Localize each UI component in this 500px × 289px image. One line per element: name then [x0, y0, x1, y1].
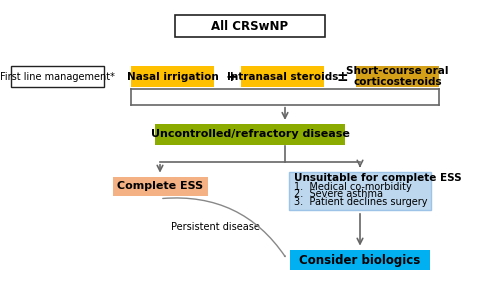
- FancyArrowPatch shape: [163, 198, 285, 257]
- FancyBboxPatch shape: [289, 172, 431, 210]
- Text: Persistent disease: Persistent disease: [170, 222, 260, 232]
- Text: Short-course oral
corticosteroids: Short-course oral corticosteroids: [346, 66, 449, 87]
- FancyBboxPatch shape: [155, 124, 345, 144]
- Text: Complete ESS: Complete ESS: [117, 181, 203, 191]
- FancyBboxPatch shape: [131, 66, 214, 87]
- Text: ±: ±: [336, 70, 348, 84]
- Text: First line management*: First line management*: [0, 72, 115, 81]
- Text: Uncontrolled/refractory disease: Uncontrolled/refractory disease: [150, 129, 350, 139]
- Text: 3.  Patient declines surgery: 3. Patient declines surgery: [294, 197, 427, 207]
- FancyBboxPatch shape: [112, 177, 208, 196]
- Text: Unsuitable for complete ESS: Unsuitable for complete ESS: [294, 173, 462, 183]
- Text: Intranasal steroids: Intranasal steroids: [227, 72, 338, 81]
- Text: 2.  Severe asthma: 2. Severe asthma: [294, 190, 383, 199]
- FancyBboxPatch shape: [356, 66, 439, 87]
- FancyBboxPatch shape: [290, 250, 430, 270]
- FancyBboxPatch shape: [241, 66, 324, 87]
- Text: Consider biologics: Consider biologics: [300, 254, 420, 266]
- Text: Nasal irrigation: Nasal irrigation: [126, 72, 218, 81]
- Text: 1.  Medical co-morbidity: 1. Medical co-morbidity: [294, 182, 412, 192]
- FancyBboxPatch shape: [175, 15, 325, 37]
- FancyBboxPatch shape: [12, 66, 104, 87]
- Text: +: +: [226, 70, 237, 84]
- Text: All CRSwNP: All CRSwNP: [212, 20, 288, 32]
